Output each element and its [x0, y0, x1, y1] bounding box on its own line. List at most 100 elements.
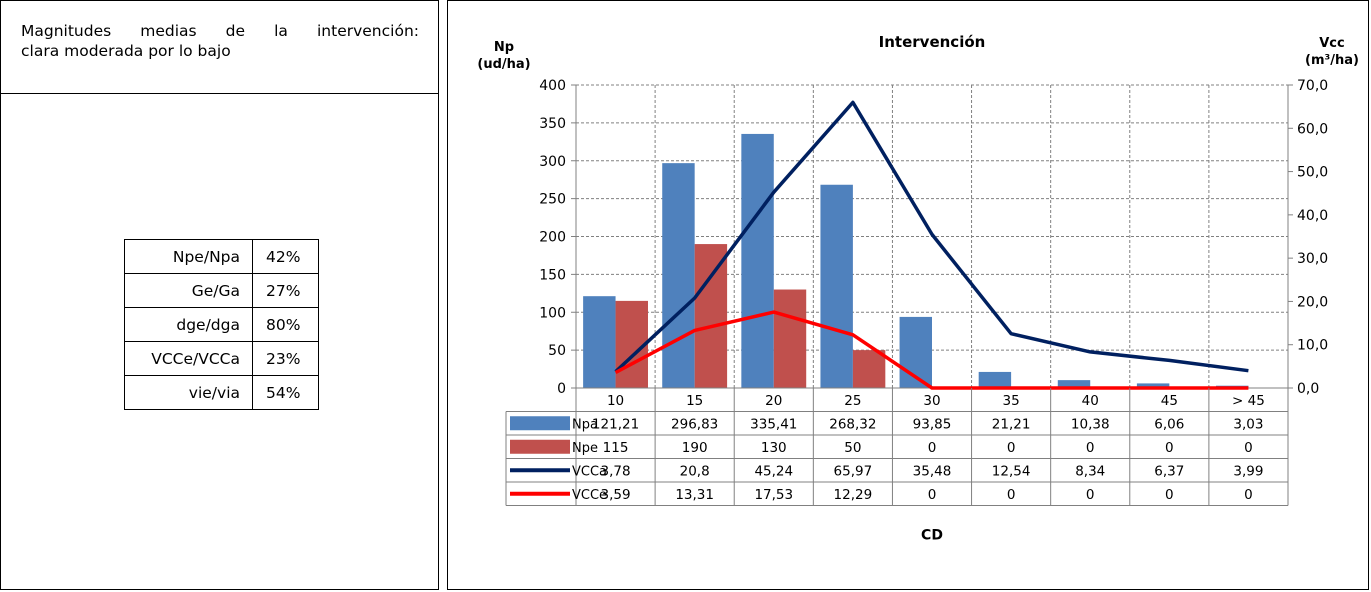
y-right-tick-label: 60,0 — [1297, 121, 1328, 137]
data-label-npe: 190 — [682, 440, 708, 456]
y-left-tick-label: 300 — [539, 154, 566, 170]
line-vcca — [614, 100, 1249, 373]
data-label-npa: 121,21 — [592, 416, 639, 432]
data-label-vcce: 17,53 — [754, 487, 793, 503]
y-left-tick-label: 150 — [539, 267, 566, 283]
x-tick-label: 45 — [1161, 393, 1178, 409]
ratio-row: dge/dga 80% — [124, 307, 319, 342]
y-right-title: Vcc — [1319, 36, 1344, 51]
bar-npa — [741, 133, 774, 388]
legend-label-npe: Npe — [572, 441, 598, 456]
x-tick-label: > 45 — [1232, 393, 1265, 409]
ratio-row: vie/via 54% — [124, 375, 319, 410]
combo-chart: IntervenciónNp(ud/ha)Vcc(m³/ha)050100150… — [477, 33, 1359, 544]
info-title-line1: Magnitudes medias de la intervención: — [21, 22, 419, 40]
x-axis-title: CD — [921, 528, 943, 544]
data-label-npe: 130 — [761, 440, 787, 456]
bar-npe — [773, 289, 807, 388]
bar-npa — [1057, 380, 1091, 388]
y-right-tick-label: 30,0 — [1297, 251, 1328, 267]
data-label-npa: 10,38 — [1071, 416, 1110, 432]
data-label-npe: 115 — [603, 440, 629, 456]
data-label-npa: 296,83 — [671, 416, 718, 432]
data-label-vcce: 0 — [1165, 487, 1174, 503]
y-left-tick-label: 200 — [539, 230, 566, 246]
chart-title: Intervención — [879, 33, 986, 51]
data-label-npe: 0 — [1007, 440, 1016, 456]
legend-swatch-npa — [510, 416, 570, 431]
data-label-npa: 335,41 — [750, 416, 797, 432]
x-tick-label: 15 — [686, 393, 703, 409]
bar-npa — [1136, 383, 1170, 388]
y-left-tick-label: 400 — [539, 78, 566, 94]
data-label-vcce: 3,59 — [601, 487, 631, 503]
y-left-unit: (ud/ha) — [477, 57, 530, 72]
legend-label-vcca: VCCa — [572, 464, 607, 479]
bar-npe — [852, 350, 886, 388]
data-label-npe: 0 — [1244, 440, 1253, 456]
info-title-line2: clara moderada por lo bajo — [21, 42, 231, 60]
data-label-vcca: 3,78 — [601, 463, 631, 479]
info-header: Magnitudes medias de la intervención: cl… — [1, 1, 438, 94]
data-label-vcce: 0 — [1086, 487, 1095, 503]
ratio-value: 23% — [252, 341, 319, 376]
y-right-tick-label: 0,0 — [1297, 381, 1319, 397]
data-label-npa: 93,85 — [913, 416, 952, 432]
legend-label-npa: Npa — [572, 417, 598, 432]
ratio-row: Ge/Ga 27% — [124, 273, 319, 308]
data-label-npe: 0 — [1165, 440, 1174, 456]
ratio-label: vie/via — [124, 375, 253, 410]
x-tick-label: 30 — [923, 393, 940, 409]
data-label-vcce: 0 — [1244, 487, 1253, 503]
ratio-label: Npe/Npa — [124, 239, 253, 274]
x-tick-label: 40 — [1082, 393, 1099, 409]
x-tick-label: 10 — [607, 393, 624, 409]
ratio-row: Npe/Npa 42% — [124, 239, 319, 274]
x-tick-label: 25 — [844, 393, 861, 409]
data-label-vcca: 65,97 — [834, 463, 873, 479]
ratio-label: Ge/Ga — [124, 273, 253, 308]
bar-npa — [662, 163, 695, 388]
bar-npa — [583, 296, 616, 388]
data-label-vcce: 0 — [928, 487, 937, 503]
data-label-vcca: 12,54 — [992, 463, 1031, 479]
data-label-npa: 6,06 — [1154, 416, 1184, 432]
y-right-tick-label: 20,0 — [1297, 294, 1328, 310]
x-tick-label: 20 — [765, 393, 782, 409]
chart-panel: Intervención Np (ud/ha) Vcc (m³/ha) 0 50 100 150… — [447, 0, 1369, 590]
y-right-tick-label: 70,0 — [1297, 78, 1328, 94]
data-label-npa: 21,21 — [992, 416, 1031, 432]
data-label-vcce: 12,29 — [834, 487, 873, 503]
data-label-npa: 3,03 — [1233, 416, 1263, 432]
data-label-vcca: 8,34 — [1075, 463, 1105, 479]
y-left-tick-label: 250 — [539, 192, 566, 208]
y-right-tick-label: 50,0 — [1297, 165, 1328, 181]
line-vcce — [614, 310, 1249, 390]
data-label-vcca: 6,37 — [1154, 463, 1184, 479]
ratios-table: Npe/Npa 42% Ge/Ga 27% dge/dga 80% VCCe/V… — [124, 239, 319, 410]
data-label-vcca: 35,48 — [913, 463, 952, 479]
ratio-value: 80% — [252, 307, 319, 342]
bar-npa — [820, 184, 853, 388]
ratio-label: VCCe/VCCa — [124, 341, 253, 376]
ratio-value: 42% — [252, 239, 319, 274]
y-left-tick-label: 350 — [539, 116, 566, 132]
ratio-value: 27% — [252, 273, 319, 308]
data-label-npe: 0 — [928, 440, 937, 456]
bar-npa — [978, 371, 1012, 388]
y-right-unit: (m³/ha) — [1305, 53, 1359, 68]
data-label-npe: 50 — [844, 440, 861, 456]
y-left-title: Np — [494, 40, 514, 55]
data-label-vcca: 20,8 — [680, 463, 710, 479]
data-label-npe: 0 — [1086, 440, 1095, 456]
ratio-label: dge/dga — [124, 307, 253, 342]
data-label-vcca: 3,99 — [1233, 463, 1263, 479]
info-panel: Magnitudes medias de la intervención: cl… — [0, 0, 439, 590]
bar-npe — [694, 244, 728, 388]
y-left-tick-label: 0 — [557, 381, 566, 397]
y-right-tick-label: 10,0 — [1297, 338, 1328, 354]
ratio-row: VCCe/VCCa 23% — [124, 341, 319, 376]
data-label-vcca: 45,24 — [754, 463, 793, 479]
y-left-tick-label: 50 — [548, 343, 566, 359]
x-tick-label: 35 — [1003, 393, 1020, 409]
